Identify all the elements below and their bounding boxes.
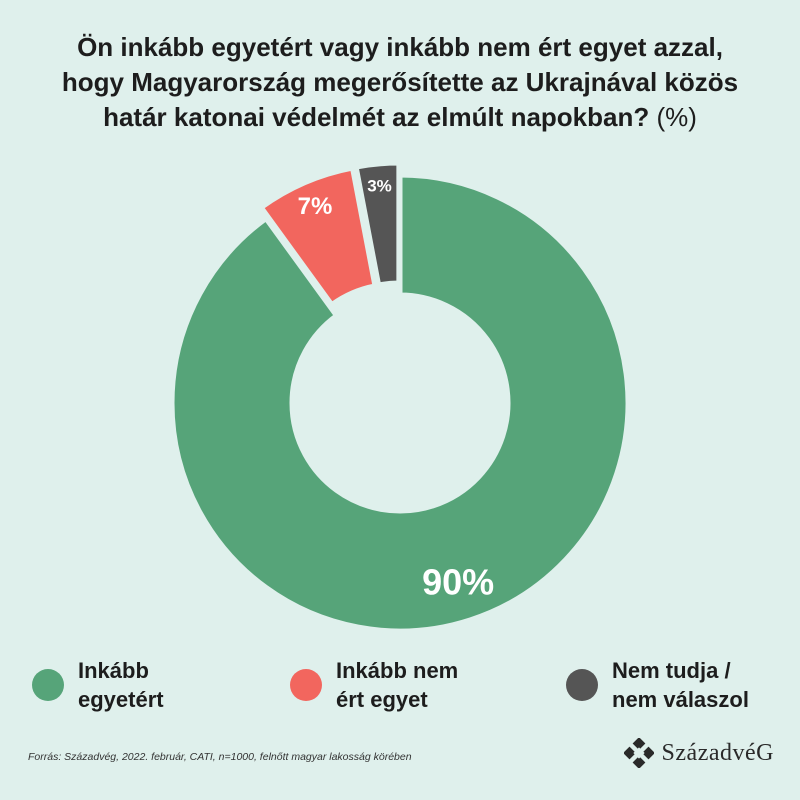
brand-diamond-icon	[623, 738, 654, 768]
legend-label-agree: Inkább egyetért	[78, 656, 248, 714]
legend-swatch-unknown	[566, 669, 598, 701]
data-label-agree: 90%	[422, 561, 494, 602]
legend-item-disagree: Inkább nem ért egyet	[290, 656, 506, 714]
title-unit: (%)	[656, 102, 697, 132]
brand-logo: SzázadvéG	[623, 738, 774, 768]
chart-title: Ön inkább egyetért vagy inkább nem ért e…	[40, 30, 760, 135]
legend-item-agree: Inkább egyetért	[32, 656, 248, 714]
legend-swatch-agree	[32, 669, 64, 701]
donut-slice-unknown	[353, 160, 402, 288]
legend-label-unknown: Nem tudja / nem válaszol	[612, 656, 782, 714]
title-line-3-text: határ katonai védelmét az elmúlt napokba…	[103, 102, 650, 132]
legend-swatch-disagree	[290, 669, 322, 701]
donut-slice-disagree	[257, 165, 378, 309]
legend-label-agree-line1: Inkább	[78, 658, 149, 683]
legend-label-agree-line2: egyetért	[78, 687, 164, 712]
title-line-2: hogy Magyarország megerősítette az Ukraj…	[61, 67, 739, 97]
legend-item-unknown: Nem tudja / nem válaszol	[566, 656, 782, 714]
title-line-1: Ön inkább egyetért vagy inkább nem ért e…	[77, 32, 723, 62]
data-label-unknown: 3%	[367, 176, 392, 195]
legend-label-disagree: Inkább nem ért egyet	[336, 656, 506, 714]
donut-slice-agree	[169, 172, 631, 634]
legend-label-unknown-line1: Nem tudja /	[612, 658, 731, 683]
title-line-3: határ katonai védelmét az elmúlt napokba…	[40, 100, 760, 135]
legend-label-unknown-line2: nem válaszol	[612, 687, 749, 712]
legend-label-disagree-line1: Inkább nem	[336, 658, 459, 683]
data-label-disagree: 7%	[298, 193, 333, 220]
brand-name: SzázadvéG	[661, 739, 774, 766]
legend-label-disagree-line2: ért egyet	[336, 687, 428, 712]
source-note: Forrás: Századvég, 2022. február, CATI, …	[28, 751, 412, 763]
